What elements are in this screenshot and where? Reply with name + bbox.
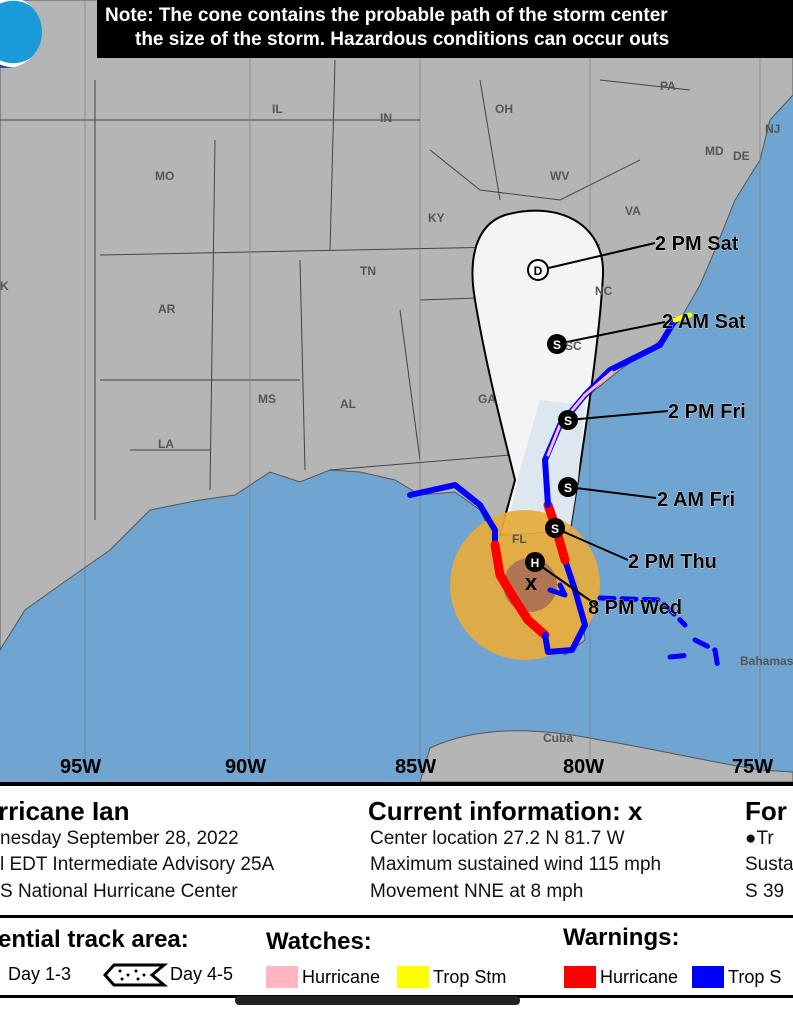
svg-text:8 PM Wed: 8 PM Wed bbox=[588, 597, 682, 619]
svg-text:Bahamas: Bahamas bbox=[740, 654, 793, 668]
svg-text:DE: DE bbox=[733, 149, 750, 163]
svg-text:KY: KY bbox=[428, 211, 445, 225]
svg-text:S: S bbox=[564, 481, 572, 495]
svg-text:85W: 85W bbox=[395, 756, 436, 778]
track-point-h: H bbox=[525, 552, 545, 572]
svg-text:TN: TN bbox=[360, 264, 376, 278]
svg-text:LA: LA bbox=[158, 437, 174, 451]
svg-text:VA: VA bbox=[625, 204, 641, 218]
dotted-cone-icon bbox=[102, 963, 168, 987]
svg-text:MO: MO bbox=[155, 169, 174, 183]
svg-text:OH: OH bbox=[495, 102, 513, 116]
trop-storm-warning-swatch bbox=[692, 966, 724, 988]
svg-text:SC: SC bbox=[565, 339, 582, 353]
track-area-heading: ential track area: bbox=[0, 926, 189, 953]
track-point-s: S bbox=[558, 477, 578, 497]
track-point-s: S bbox=[545, 518, 565, 538]
hurricane-warning-west bbox=[490, 540, 550, 640]
svg-text:MD: MD bbox=[705, 144, 724, 158]
forecast-line-3: S 39 bbox=[745, 881, 785, 902]
svg-text:D: D bbox=[534, 264, 543, 278]
legend-panel: ential track area: Day 1-3 Day 4-5 Watch… bbox=[0, 918, 793, 998]
forecast-line-2: Susta bbox=[745, 854, 793, 875]
svg-text:IL: IL bbox=[272, 102, 283, 116]
svg-text:S: S bbox=[553, 338, 561, 352]
advisory-date: nesday September 28, 2022 bbox=[0, 828, 239, 849]
svg-text:95W: 95W bbox=[60, 756, 101, 778]
svg-text:2 PM Sat: 2 PM Sat bbox=[655, 233, 739, 255]
trop-storm-watch bbox=[672, 312, 693, 323]
svg-text:2 AM Fri: 2 AM Fri bbox=[657, 489, 735, 511]
track-labels: 2 PM Sat 2 AM Sat 2 PM Fri 2 AM Fri 2 PM… bbox=[588, 233, 747, 620]
legend-day4-5: Day 4-5 bbox=[170, 964, 234, 984]
watch-tropstm-label: Trop Stm bbox=[433, 967, 507, 987]
svg-text:PA: PA bbox=[660, 79, 676, 93]
filled-circle-icon: ● bbox=[745, 828, 757, 849]
cone-note: Note: The cone contains the probable pat… bbox=[97, 0, 793, 58]
svg-text:WV: WV bbox=[550, 169, 569, 183]
track-point-d: D bbox=[527, 259, 549, 281]
trop-storm-warning-bahamas bbox=[597, 595, 721, 671]
track-point-s: S bbox=[547, 334, 567, 354]
svg-text:MS: MS bbox=[258, 392, 276, 406]
legend-day1-3: Day 1-3 bbox=[8, 964, 72, 984]
svg-text:2 PM Fri: 2 PM Fri bbox=[668, 401, 746, 423]
svg-text:NC: NC bbox=[595, 284, 613, 298]
svg-text:S: S bbox=[564, 414, 572, 428]
svg-text:AR: AR bbox=[158, 302, 176, 316]
svg-text:2 AM Sat: 2 AM Sat bbox=[662, 311, 746, 333]
issuing-center: S National Hurricane Center bbox=[0, 881, 238, 902]
svg-text:FL: FL bbox=[512, 532, 527, 546]
note-line-1: Note: The cone contains the probable pat… bbox=[105, 5, 668, 26]
hurricane-watch-swatch bbox=[266, 966, 298, 988]
cuba bbox=[419, 730, 793, 782]
svg-text:Cuba: Cuba bbox=[543, 731, 573, 745]
forecast-line-1: ●Tr bbox=[745, 828, 774, 849]
trop-storm-warning-lake bbox=[547, 582, 568, 598]
svg-text:80W: 80W bbox=[563, 756, 604, 778]
max-wind: Maximum sustained wind 115 mph bbox=[370, 854, 662, 875]
warn-hurricane-label: Hurricane bbox=[600, 967, 679, 987]
current-position-marker: x bbox=[525, 570, 538, 595]
warn-tropstm-label: Trop S bbox=[728, 967, 782, 987]
note-line-2: the size of the storm. Hazardous conditi… bbox=[135, 29, 670, 50]
hurricane-warning-swatch bbox=[564, 966, 596, 988]
forecast-heading: For bbox=[745, 796, 787, 826]
longitude-labels: 95W 90W 85W 80W 75W bbox=[60, 756, 773, 778]
advisory-number: l EDT Intermediate Advisory 25A bbox=[0, 854, 275, 875]
svg-text:S: S bbox=[551, 522, 559, 536]
current-info-heading: Current information: x bbox=[368, 796, 643, 826]
info-panel: rricane Ian nesday September 28, 2022 l … bbox=[0, 782, 793, 918]
watches-heading: Watches: bbox=[266, 928, 372, 955]
trop-storm-warning-west bbox=[407, 482, 498, 548]
svg-text:K: K bbox=[0, 279, 9, 293]
track-point-s: S bbox=[558, 410, 578, 430]
svg-text:IN: IN bbox=[380, 111, 392, 125]
svg-text:GA: GA bbox=[478, 392, 496, 406]
svg-text:AL: AL bbox=[340, 397, 356, 411]
trop-storm-warning-keys bbox=[542, 557, 588, 655]
trop-storm-watch-swatch bbox=[397, 966, 429, 988]
center-location: Center location 27.2 N 81.7 W bbox=[370, 828, 625, 849]
storm-name: rricane Ian bbox=[0, 796, 130, 826]
svg-text:H: H bbox=[531, 556, 540, 570]
svg-text:NJ: NJ bbox=[765, 122, 780, 136]
movement: Movement NNE at 8 mph bbox=[370, 881, 584, 902]
svg-text:75W: 75W bbox=[732, 756, 773, 778]
track-points: D S S S S H x bbox=[525, 259, 578, 595]
svg-text:90W: 90W bbox=[225, 756, 266, 778]
hurricane-watch bbox=[546, 370, 614, 457]
hurricane-map: D S S S S H x 2 PM Sat 2 AM Sat 2 PM Fri… bbox=[0, 0, 793, 782]
svg-text:2 PM Thu: 2 PM Thu bbox=[628, 551, 717, 573]
warnings-heading: Warnings: bbox=[563, 924, 680, 951]
horizontal-scrollbar[interactable] bbox=[235, 996, 520, 1005]
watch-hurricane-label: Hurricane bbox=[302, 967, 381, 987]
track-leaders bbox=[534, 242, 669, 607]
